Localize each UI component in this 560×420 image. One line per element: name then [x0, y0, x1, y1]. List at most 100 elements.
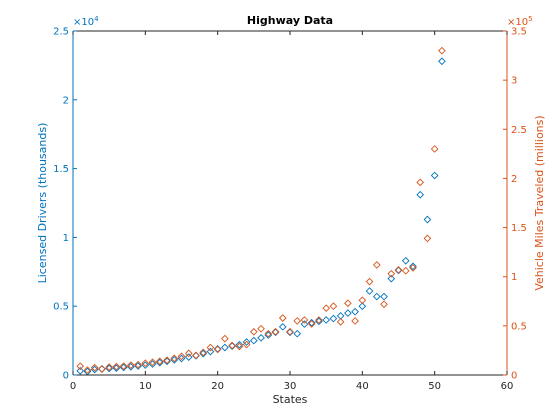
- right-tick-label: 3.5: [511, 27, 527, 38]
- x-tick-label: 10: [139, 381, 152, 392]
- x-axis-ticks: 0 10 20 30 40 50 60: [70, 31, 514, 392]
- miles-data-point: [192, 351, 200, 360]
- miles-data-point: [344, 299, 352, 308]
- miles-data-point: [141, 359, 150, 368]
- drivers-data-point: [307, 318, 316, 327]
- miles-data-point: [184, 349, 193, 358]
- x-tick-label: 0: [70, 381, 76, 392]
- miles-data-point: [430, 145, 439, 153]
- left-tick-label: 2.5: [53, 27, 69, 38]
- miles-data-point: [90, 363, 99, 372]
- drivers-data-point: [380, 292, 388, 301]
- drivers-data-point: [163, 357, 171, 366]
- miles-data-point: [423, 234, 432, 243]
- miles-data-point: [228, 341, 236, 350]
- miles-data-point: [365, 277, 374, 286]
- x-tick-label: 50: [428, 381, 441, 392]
- miles-data-point: [98, 365, 106, 373]
- miles-data-point: [372, 261, 381, 269]
- miles-data-point: [170, 354, 179, 363]
- x-axis-label: States: [273, 393, 308, 406]
- drivers-data-point: [315, 317, 323, 326]
- drivers-data-point: [105, 364, 114, 373]
- x-tick-label: 40: [356, 381, 369, 392]
- right-tick-label: 2.5: [511, 125, 527, 136]
- left-multiplier-exponent: 4: [94, 15, 99, 23]
- x-tick-label: 60: [501, 381, 514, 392]
- miles-data-point: [242, 340, 251, 349]
- right-multiplier-base: ×10: [507, 17, 528, 28]
- drivers-data-point: [387, 274, 396, 283]
- drivers-data-point: [329, 314, 338, 323]
- left-tick-label: 2: [63, 95, 69, 106]
- drivers-data-point: [409, 262, 417, 271]
- drivers-data-point: [112, 364, 121, 372]
- right-tick-label: 0.5: [511, 321, 527, 332]
- drivers-data-point: [155, 358, 164, 367]
- drivers-data-point: [221, 343, 229, 352]
- data-marks: [76, 46, 446, 376]
- miles-data-point: [155, 357, 164, 366]
- miles-data-point: [278, 314, 287, 322]
- right-tick-label: 1: [511, 272, 517, 283]
- drivers-data-point: [257, 334, 265, 342]
- drivers-data-point: [278, 323, 287, 331]
- chart-title: Highway Data: [247, 14, 333, 27]
- right-tick-label: 3: [511, 76, 517, 87]
- miles-data-point: [401, 266, 410, 275]
- drivers-data-point: [416, 190, 425, 199]
- miles-data-point: [105, 363, 114, 371]
- drivers-data-point: [344, 309, 352, 317]
- miles-data-point: [206, 343, 215, 352]
- drivers-data-point: [430, 171, 439, 180]
- miles-data-point: [351, 317, 359, 325]
- drivers-data-point: [249, 336, 258, 345]
- right-axis-multiplier: ×105: [507, 15, 533, 28]
- miles-data-point: [307, 320, 316, 328]
- miles-data-point: [438, 46, 446, 55]
- miles-data-point: [127, 361, 135, 370]
- drivers-data-point: [242, 338, 251, 346]
- left-multiplier-base: ×10: [73, 17, 94, 28]
- left-axis-label: Licensed Drivers (thousands): [36, 123, 49, 284]
- drivers-data-point: [358, 302, 367, 311]
- miles-data-point: [213, 345, 222, 354]
- drivers-data-point: [351, 307, 359, 316]
- drivers-data-point: [423, 215, 432, 224]
- miles-data-point: [76, 362, 85, 370]
- right-tick-label: 1.5: [511, 223, 527, 234]
- right-tick-label: 2: [511, 174, 517, 185]
- miles-data-point: [380, 300, 388, 309]
- right-axis-label: Vehicle Miles Traveled (millions): [533, 115, 546, 290]
- left-tick-label: 1: [63, 233, 69, 244]
- miles-data-point: [235, 342, 244, 351]
- left-axis-multiplier: ×104: [73, 15, 99, 28]
- miles-data-point: [286, 327, 294, 336]
- x-tick-label: 30: [284, 381, 297, 392]
- miles-data-point: [394, 265, 403, 274]
- drivers-data-point: [76, 367, 85, 375]
- miles-data-point: [300, 316, 309, 324]
- drivers-data-point: [365, 287, 374, 295]
- miles-data-point: [134, 360, 142, 369]
- right-axis-ticks: 0 0.5 1 1.5 2 2.5 3 3.5: [503, 27, 527, 382]
- miles-data-point: [119, 362, 128, 370]
- drivers-data-point: [293, 329, 302, 338]
- drivers-data-point: [206, 347, 215, 356]
- drivers-data-point: [184, 353, 193, 361]
- miles-data-point: [148, 358, 157, 367]
- miles-data-point: [322, 304, 331, 313]
- miles-data-point: [257, 324, 265, 333]
- drivers-data-point: [199, 349, 208, 358]
- left-tick-label: 0: [63, 371, 69, 382]
- drivers-data-point: [372, 292, 381, 301]
- drivers-data-point: [235, 340, 244, 349]
- miles-data-point: [416, 178, 425, 187]
- miles-data-point: [293, 317, 302, 325]
- miles-data-point: [112, 362, 121, 371]
- drivers-data-point: [134, 362, 142, 370]
- miles-data-point: [83, 366, 92, 374]
- drivers-data-point: [322, 316, 331, 324]
- miles-data-point: [177, 352, 186, 361]
